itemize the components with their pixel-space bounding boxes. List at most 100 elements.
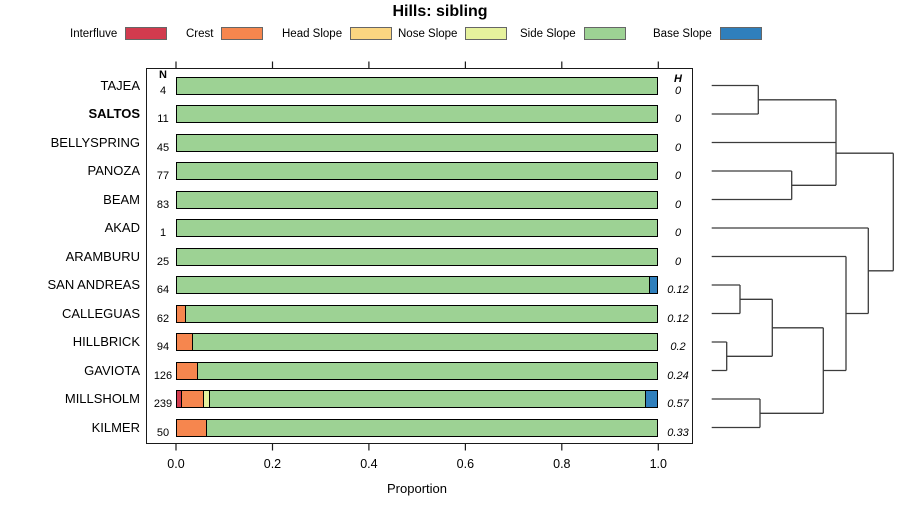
side_slope-segment: [177, 77, 657, 94]
row-label: TAJEA: [100, 77, 141, 93]
legend-swatch: [583, 27, 626, 40]
stacked-bar: [176, 333, 658, 351]
legend-item-label: Crest: [186, 27, 214, 40]
h-value: 0.12: [667, 284, 689, 296]
n-value: 11: [157, 113, 169, 125]
legend-swatch: [125, 27, 168, 40]
stacked-bar: [176, 418, 658, 437]
side_slope-segment: [177, 191, 657, 208]
dendrogram-lines: [711, 84, 894, 429]
stacked-bar: [176, 361, 658, 380]
n-value: 239: [153, 398, 173, 410]
legend-swatch: [465, 27, 508, 40]
x-tick-label: 0.4: [360, 457, 378, 471]
row-label: HILLBRICK: [72, 334, 140, 349]
stacked-bar: [176, 190, 658, 209]
stacked-bar: [176, 162, 658, 180]
legend-item-label: Head Slope: [282, 27, 343, 40]
side_slope-segment: [184, 305, 657, 322]
crest-segment: [177, 305, 185, 322]
stacked-bar: [176, 105, 658, 123]
h-value: 0: [674, 84, 682, 97]
legend-item-head_slope: Head Slope: [282, 26, 393, 41]
n-value: 126: [153, 369, 173, 382]
stacked-bar: [176, 247, 658, 266]
side_slope-segment: [177, 248, 657, 265]
legend-item-label: Side Slope: [520, 27, 576, 40]
row-label: BELLYSPRING: [50, 134, 140, 150]
n-column-header: N: [159, 69, 167, 81]
stacked-bar: [176, 276, 658, 294]
legend-item-label: Nose Slope: [398, 27, 458, 40]
h-value: 0.24: [667, 369, 689, 382]
h-value: 0: [674, 227, 682, 239]
stacked-bar: [176, 304, 658, 323]
row-label: MILLSHOLM: [64, 391, 140, 406]
legend-item-crest: Crest: [186, 26, 264, 41]
crest-segment: [177, 334, 193, 350]
stacked-bar: [176, 133, 658, 152]
x-tick-label: 0.0: [167, 457, 185, 471]
side_slope-segment: [177, 134, 657, 151]
x-tick-label: 0.6: [456, 457, 475, 471]
legend-swatch: [350, 27, 393, 40]
n-value: 83: [156, 198, 170, 211]
legend-item-label: Base Slope: [653, 27, 712, 40]
legend-item-nose_slope: Nose Slope: [398, 26, 508, 41]
crest-segment: [177, 362, 197, 379]
h-value: 0: [674, 141, 682, 154]
row-label: AKAD: [104, 220, 140, 235]
n-value: 4: [159, 84, 167, 97]
n-value: 45: [156, 141, 170, 154]
h-value: 0.57: [667, 398, 689, 410]
h-value: 0: [674, 170, 682, 182]
legend: Interfluve Crest Head Slope Nose Slope Side …: [0, 26, 900, 42]
row-label: CALLEGUAS: [61, 305, 140, 321]
x-tick-label: 1.0: [649, 457, 667, 471]
row-label: BEAM: [103, 191, 140, 207]
side_slope-segment: [209, 391, 645, 407]
side_slope-segment: [192, 334, 657, 350]
n-value: 94: [156, 341, 170, 353]
row-label: GAVIOTA: [84, 362, 140, 378]
n-value: 50: [156, 426, 170, 439]
h-column-header: H: [674, 73, 682, 85]
n-value: 77: [156, 170, 170, 182]
legend-swatch: [719, 27, 762, 40]
n-value: 25: [156, 255, 170, 268]
side_slope-segment: [177, 220, 657, 236]
side_slope-segment: [177, 106, 657, 122]
x-axis-label: Proportion: [387, 481, 447, 496]
stacked-bar: [176, 219, 658, 237]
row-label: SALTOS: [88, 106, 140, 121]
n-value: 64: [156, 284, 170, 296]
legend-item-side_slope: Side Slope: [520, 26, 626, 41]
h-value: 0.2: [670, 341, 686, 353]
side_slope-segment: [177, 163, 657, 179]
base_slope-segment: [649, 277, 657, 293]
legend-item-base_slope: Base Slope: [653, 26, 762, 41]
legend-item-interfluve: Interfluve: [70, 26, 168, 41]
n-value: 62: [156, 312, 170, 325]
row-label: KILMER: [91, 419, 140, 435]
legend-item-label: Interfluve: [70, 27, 118, 40]
x-tick-label: 0.2: [263, 457, 282, 471]
crest-segment: [177, 419, 206, 436]
side_slope-segment: [177, 277, 650, 293]
h-value: 0: [674, 255, 682, 268]
row-label: PANOZA: [87, 163, 141, 178]
side_slope-segment: [196, 362, 657, 379]
stacked-bar: [176, 390, 658, 408]
h-value: 0.33: [667, 426, 689, 439]
base_slope-segment: [644, 391, 657, 407]
n-value: 1: [159, 227, 167, 239]
row-label: SAN ANDREAS: [47, 277, 140, 292]
x-tick-label: 0.8: [553, 457, 571, 471]
side_slope-segment: [205, 419, 657, 436]
h-value: 0: [674, 198, 682, 211]
crest-segment: [180, 391, 203, 407]
h-value: 0.12: [667, 312, 689, 325]
row-label: ARAMBURU: [65, 248, 140, 264]
legend-swatch: [221, 27, 264, 40]
